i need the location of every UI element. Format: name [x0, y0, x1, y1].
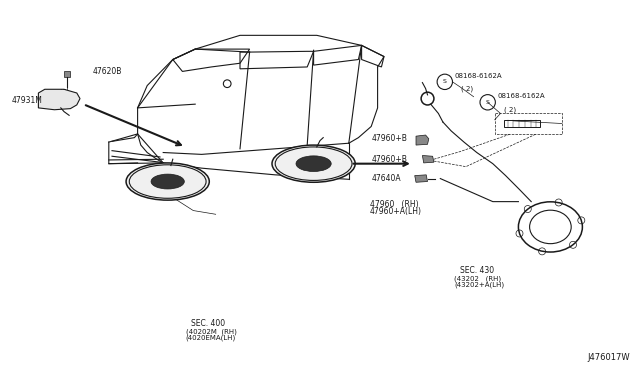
Polygon shape	[38, 89, 80, 110]
Polygon shape	[422, 155, 434, 163]
Text: (43202+A(LH): (43202+A(LH)	[454, 282, 504, 288]
Ellipse shape	[151, 174, 184, 189]
Text: SEC. 430: SEC. 430	[460, 266, 493, 275]
Text: (40202M  (RH): (40202M (RH)	[186, 328, 236, 335]
Text: 08168-6162A: 08168-6162A	[497, 93, 545, 99]
Text: 08168-6162A: 08168-6162A	[454, 73, 502, 79]
Text: 47960+A(LH): 47960+A(LH)	[370, 207, 422, 216]
Text: 47620B: 47620B	[93, 67, 122, 76]
Ellipse shape	[126, 163, 209, 200]
Polygon shape	[415, 175, 428, 182]
Text: ( 2): ( 2)	[461, 86, 473, 92]
Text: 47931M: 47931M	[12, 96, 42, 105]
Text: J476017W: J476017W	[588, 353, 630, 362]
Text: 47960+B: 47960+B	[371, 155, 407, 164]
Ellipse shape	[296, 156, 332, 171]
Text: 47960+B: 47960+B	[371, 134, 407, 143]
Text: S: S	[486, 100, 490, 105]
Text: 47640A: 47640A	[371, 174, 401, 183]
Text: 47960   (RH): 47960 (RH)	[370, 200, 419, 209]
Polygon shape	[416, 135, 429, 145]
Ellipse shape	[272, 145, 355, 182]
Text: S: S	[443, 79, 447, 84]
Text: (4020EMA(LH): (4020EMA(LH)	[186, 335, 236, 341]
Text: ( 2): ( 2)	[504, 106, 516, 112]
Text: SEC. 400: SEC. 400	[191, 319, 225, 328]
Text: (43202   (RH): (43202 (RH)	[454, 276, 502, 282]
Polygon shape	[64, 71, 70, 77]
